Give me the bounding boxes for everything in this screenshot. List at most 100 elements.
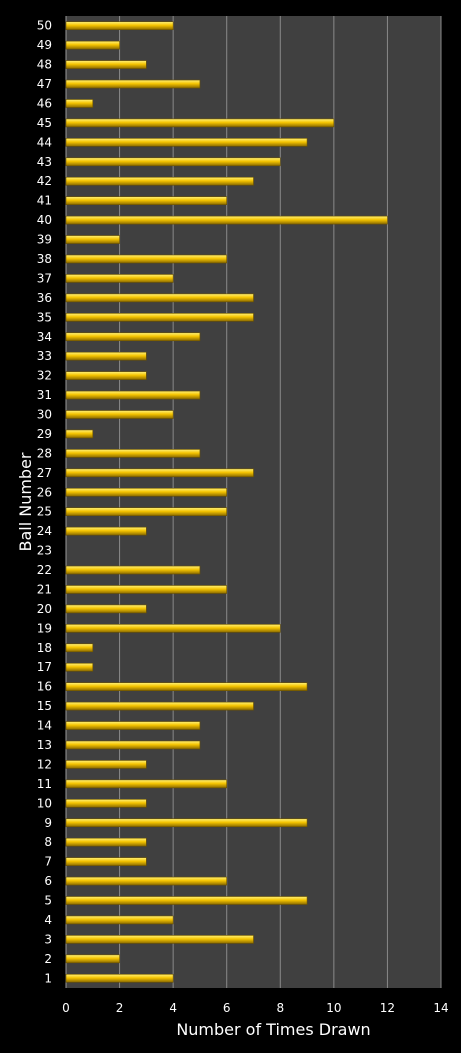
bar-ball-43 bbox=[65, 157, 281, 167]
bar-ball-18 bbox=[65, 643, 94, 653]
y-tick-label: 42 bbox=[37, 174, 52, 188]
bar-ball-9 bbox=[65, 818, 308, 828]
y-tick-label: 44 bbox=[37, 135, 52, 149]
bar-ball-38 bbox=[65, 254, 228, 264]
y-axis-title: Ball Number bbox=[16, 452, 35, 551]
y-tick-label: 6 bbox=[44, 874, 52, 888]
bar-ball-49 bbox=[65, 40, 120, 50]
y-tick-label: 43 bbox=[37, 155, 52, 169]
y-tick-label: 2 bbox=[44, 952, 52, 966]
y-tick-label: 47 bbox=[37, 77, 52, 91]
bar-ball-17 bbox=[65, 662, 94, 672]
y-tick-label: 32 bbox=[37, 369, 52, 383]
bar-ball-34 bbox=[65, 332, 201, 342]
bar-ball-48 bbox=[65, 60, 147, 69]
y-tick-label: 46 bbox=[37, 96, 52, 110]
bar-ball-5 bbox=[65, 896, 308, 905]
y-tick-label: 33 bbox=[37, 349, 52, 363]
bar-ball-6 bbox=[65, 876, 228, 886]
bar-ball-2 bbox=[65, 954, 120, 964]
y-tick-label: 25 bbox=[37, 505, 52, 519]
y-tick-label: 34 bbox=[37, 330, 52, 344]
y-tick-label: 20 bbox=[37, 602, 52, 616]
y-tick-label: 4 bbox=[44, 913, 52, 927]
bar-ball-46 bbox=[65, 99, 94, 108]
y-tick-label: 1 bbox=[44, 971, 52, 985]
y-tick-label: 7 bbox=[44, 855, 52, 869]
bar-ball-4 bbox=[65, 915, 174, 925]
y-tick-label: 21 bbox=[37, 582, 52, 596]
y-tick-label: 26 bbox=[37, 485, 52, 499]
y-tick-label: 36 bbox=[37, 291, 52, 305]
y-tick-label: 45 bbox=[37, 116, 52, 130]
bar-ball-8 bbox=[65, 837, 147, 847]
x-tick-labels: 0 2 4 6 8 10 12 14 bbox=[62, 1001, 448, 1015]
bar-ball-1 bbox=[65, 973, 174, 983]
bar-ball-40 bbox=[65, 215, 388, 225]
bar-ball-13 bbox=[65, 740, 201, 750]
x-tick-label: 0 bbox=[62, 1001, 70, 1015]
y-tick-label: 9 bbox=[44, 816, 52, 830]
bar-ball-33 bbox=[65, 351, 147, 361]
bar-ball-22 bbox=[65, 565, 201, 575]
bar-ball-39 bbox=[65, 235, 120, 244]
y-tick-label: 35 bbox=[37, 310, 52, 324]
y-tick-label: 50 bbox=[37, 19, 52, 33]
y-tick-label: 41 bbox=[37, 194, 52, 208]
x-tick-label: 6 bbox=[223, 1001, 231, 1015]
bar-ball-42 bbox=[65, 176, 254, 186]
y-tick-label: 39 bbox=[37, 233, 52, 247]
bar-ball-28 bbox=[65, 449, 201, 458]
y-tick-label: 49 bbox=[37, 38, 52, 52]
bar-ball-7 bbox=[65, 857, 147, 866]
x-tick-label: 4 bbox=[169, 1001, 177, 1015]
x-tick-label: 14 bbox=[433, 1001, 448, 1015]
y-tick-label: 37 bbox=[37, 271, 52, 285]
y-tick-label: 29 bbox=[37, 427, 52, 441]
bar-ball-21 bbox=[65, 585, 228, 594]
bar-ball-44 bbox=[65, 138, 308, 147]
bar-ball-14 bbox=[65, 721, 201, 730]
bar-ball-15 bbox=[65, 701, 254, 711]
y-tick-label: 31 bbox=[37, 388, 52, 402]
x-axis-title: Number of Times Drawn bbox=[176, 1020, 370, 1039]
bar-ball-50 bbox=[65, 21, 174, 31]
y-tick-label: 28 bbox=[37, 446, 52, 460]
bar-ball-20 bbox=[65, 604, 147, 614]
bar-ball-10 bbox=[65, 799, 147, 808]
y-tick-label: 23 bbox=[37, 544, 52, 558]
y-tick-label: 3 bbox=[44, 932, 52, 946]
y-tick-label: 30 bbox=[37, 408, 52, 422]
y-tick-label: 48 bbox=[37, 58, 52, 72]
y-tick-label: 40 bbox=[37, 213, 52, 227]
y-tick-label: 16 bbox=[37, 680, 52, 694]
bar-ball-32 bbox=[65, 371, 147, 380]
bar-ball-27 bbox=[65, 468, 254, 478]
bar-ball-16 bbox=[65, 682, 308, 691]
bar-ball-11 bbox=[65, 779, 228, 789]
y-tick-label: 18 bbox=[37, 641, 52, 655]
bar-ball-25 bbox=[65, 507, 228, 517]
y-tick-label: 13 bbox=[37, 738, 52, 752]
bar-ball-30 bbox=[65, 410, 174, 419]
y-tick-label: 15 bbox=[37, 699, 52, 713]
y-tick-label: 10 bbox=[37, 796, 52, 810]
bar-ball-26 bbox=[65, 487, 228, 497]
x-tick-label: 12 bbox=[380, 1001, 395, 1015]
y-tick-label: 27 bbox=[37, 466, 52, 480]
y-tick-labels: 1234567891011121314151617181920212223242… bbox=[37, 19, 52, 986]
y-tick-label: 8 bbox=[44, 835, 52, 849]
bar-ball-29 bbox=[65, 429, 94, 439]
bar-ball-19 bbox=[65, 624, 281, 633]
bar-ball-3 bbox=[65, 935, 254, 944]
bar-ball-45 bbox=[65, 118, 335, 128]
y-tick-label: 19 bbox=[37, 621, 52, 635]
bar-ball-24 bbox=[65, 526, 147, 536]
y-tick-label: 14 bbox=[37, 719, 52, 733]
bar-ball-47 bbox=[65, 79, 201, 89]
bar-ball-36 bbox=[65, 293, 254, 303]
y-tick-label: 5 bbox=[44, 894, 52, 908]
x-tick-label: 2 bbox=[116, 1001, 124, 1015]
bars bbox=[65, 21, 388, 983]
